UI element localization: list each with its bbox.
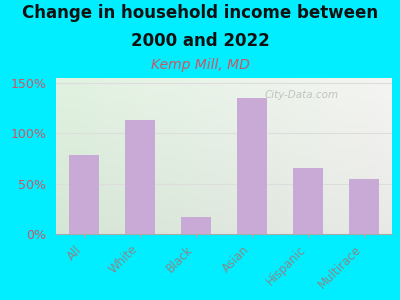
Text: Change in household income between: Change in household income between [22, 4, 378, 22]
Bar [238, 98, 266, 234]
Bar [294, 168, 322, 234]
Bar [182, 217, 210, 234]
Bar [126, 120, 154, 234]
Text: City-Data.com: City-Data.com [264, 91, 338, 100]
Bar [70, 155, 98, 234]
Text: 2000 and 2022: 2000 and 2022 [131, 32, 269, 50]
Bar [350, 178, 378, 234]
Text: Kemp Mill, MD: Kemp Mill, MD [151, 58, 249, 73]
